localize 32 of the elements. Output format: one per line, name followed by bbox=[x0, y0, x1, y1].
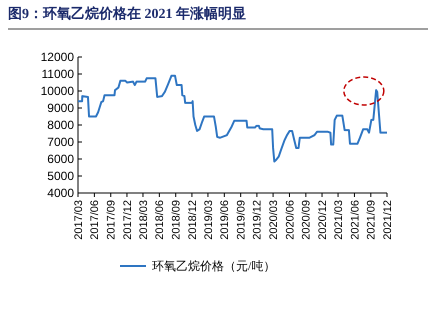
y-tick-label: 6000 bbox=[47, 152, 74, 166]
y-tick-label: 8000 bbox=[47, 118, 74, 132]
x-tick-label: 2019/12 bbox=[252, 200, 264, 240]
x-tick-label: 2017/12 bbox=[122, 200, 134, 240]
y-tick-label: 4000 bbox=[47, 186, 74, 200]
line-series bbox=[77, 74, 388, 163]
y-tick-label: 11000 bbox=[42, 66, 74, 81]
x-tick-label: 2020/06 bbox=[284, 200, 296, 240]
y-tick-label: 12000 bbox=[40, 50, 74, 64]
x-tick-label: 2017/06 bbox=[89, 200, 102, 240]
x-tick-label: 2020/09 bbox=[300, 200, 313, 240]
x-tick-label: 2019/03 bbox=[202, 200, 215, 240]
legend-label: 环氧乙烷价格（元/吨） bbox=[152, 259, 276, 273]
chart-title: 图9：环氧乙烷价格在 2021 年涨幅明显 bbox=[8, 6, 246, 22]
y-tick-label: 10000 bbox=[40, 84, 74, 98]
x-tick-label: 2021/06 bbox=[349, 200, 362, 240]
x-tick-label: 2018/06 bbox=[154, 200, 166, 240]
x-tick-label: 2020/12 bbox=[316, 200, 329, 240]
x-tick-label: 2017/09 bbox=[106, 200, 118, 240]
x-tick-label: 2021/03 bbox=[332, 200, 345, 240]
x-tick-label: 2020/03 bbox=[268, 200, 280, 240]
x-tick-label: 2018/09 bbox=[170, 200, 183, 240]
x-tick-label: 2019/06 bbox=[219, 200, 232, 240]
y-tick-label: 7000 bbox=[47, 134, 74, 149]
x-tick-label: 2018/03 bbox=[138, 200, 150, 240]
x-tick-label: 2018/12 bbox=[186, 200, 199, 240]
x-tick-label: 2017/03 bbox=[72, 200, 85, 240]
x-tick-label: 2021/09 bbox=[366, 200, 378, 240]
y-tick-label: 9000 bbox=[47, 100, 74, 115]
x-tick-label: 2021/12 bbox=[382, 200, 394, 240]
y-tick-label: 5000 bbox=[47, 168, 74, 183]
x-tick-label: 2019/09 bbox=[236, 200, 248, 240]
